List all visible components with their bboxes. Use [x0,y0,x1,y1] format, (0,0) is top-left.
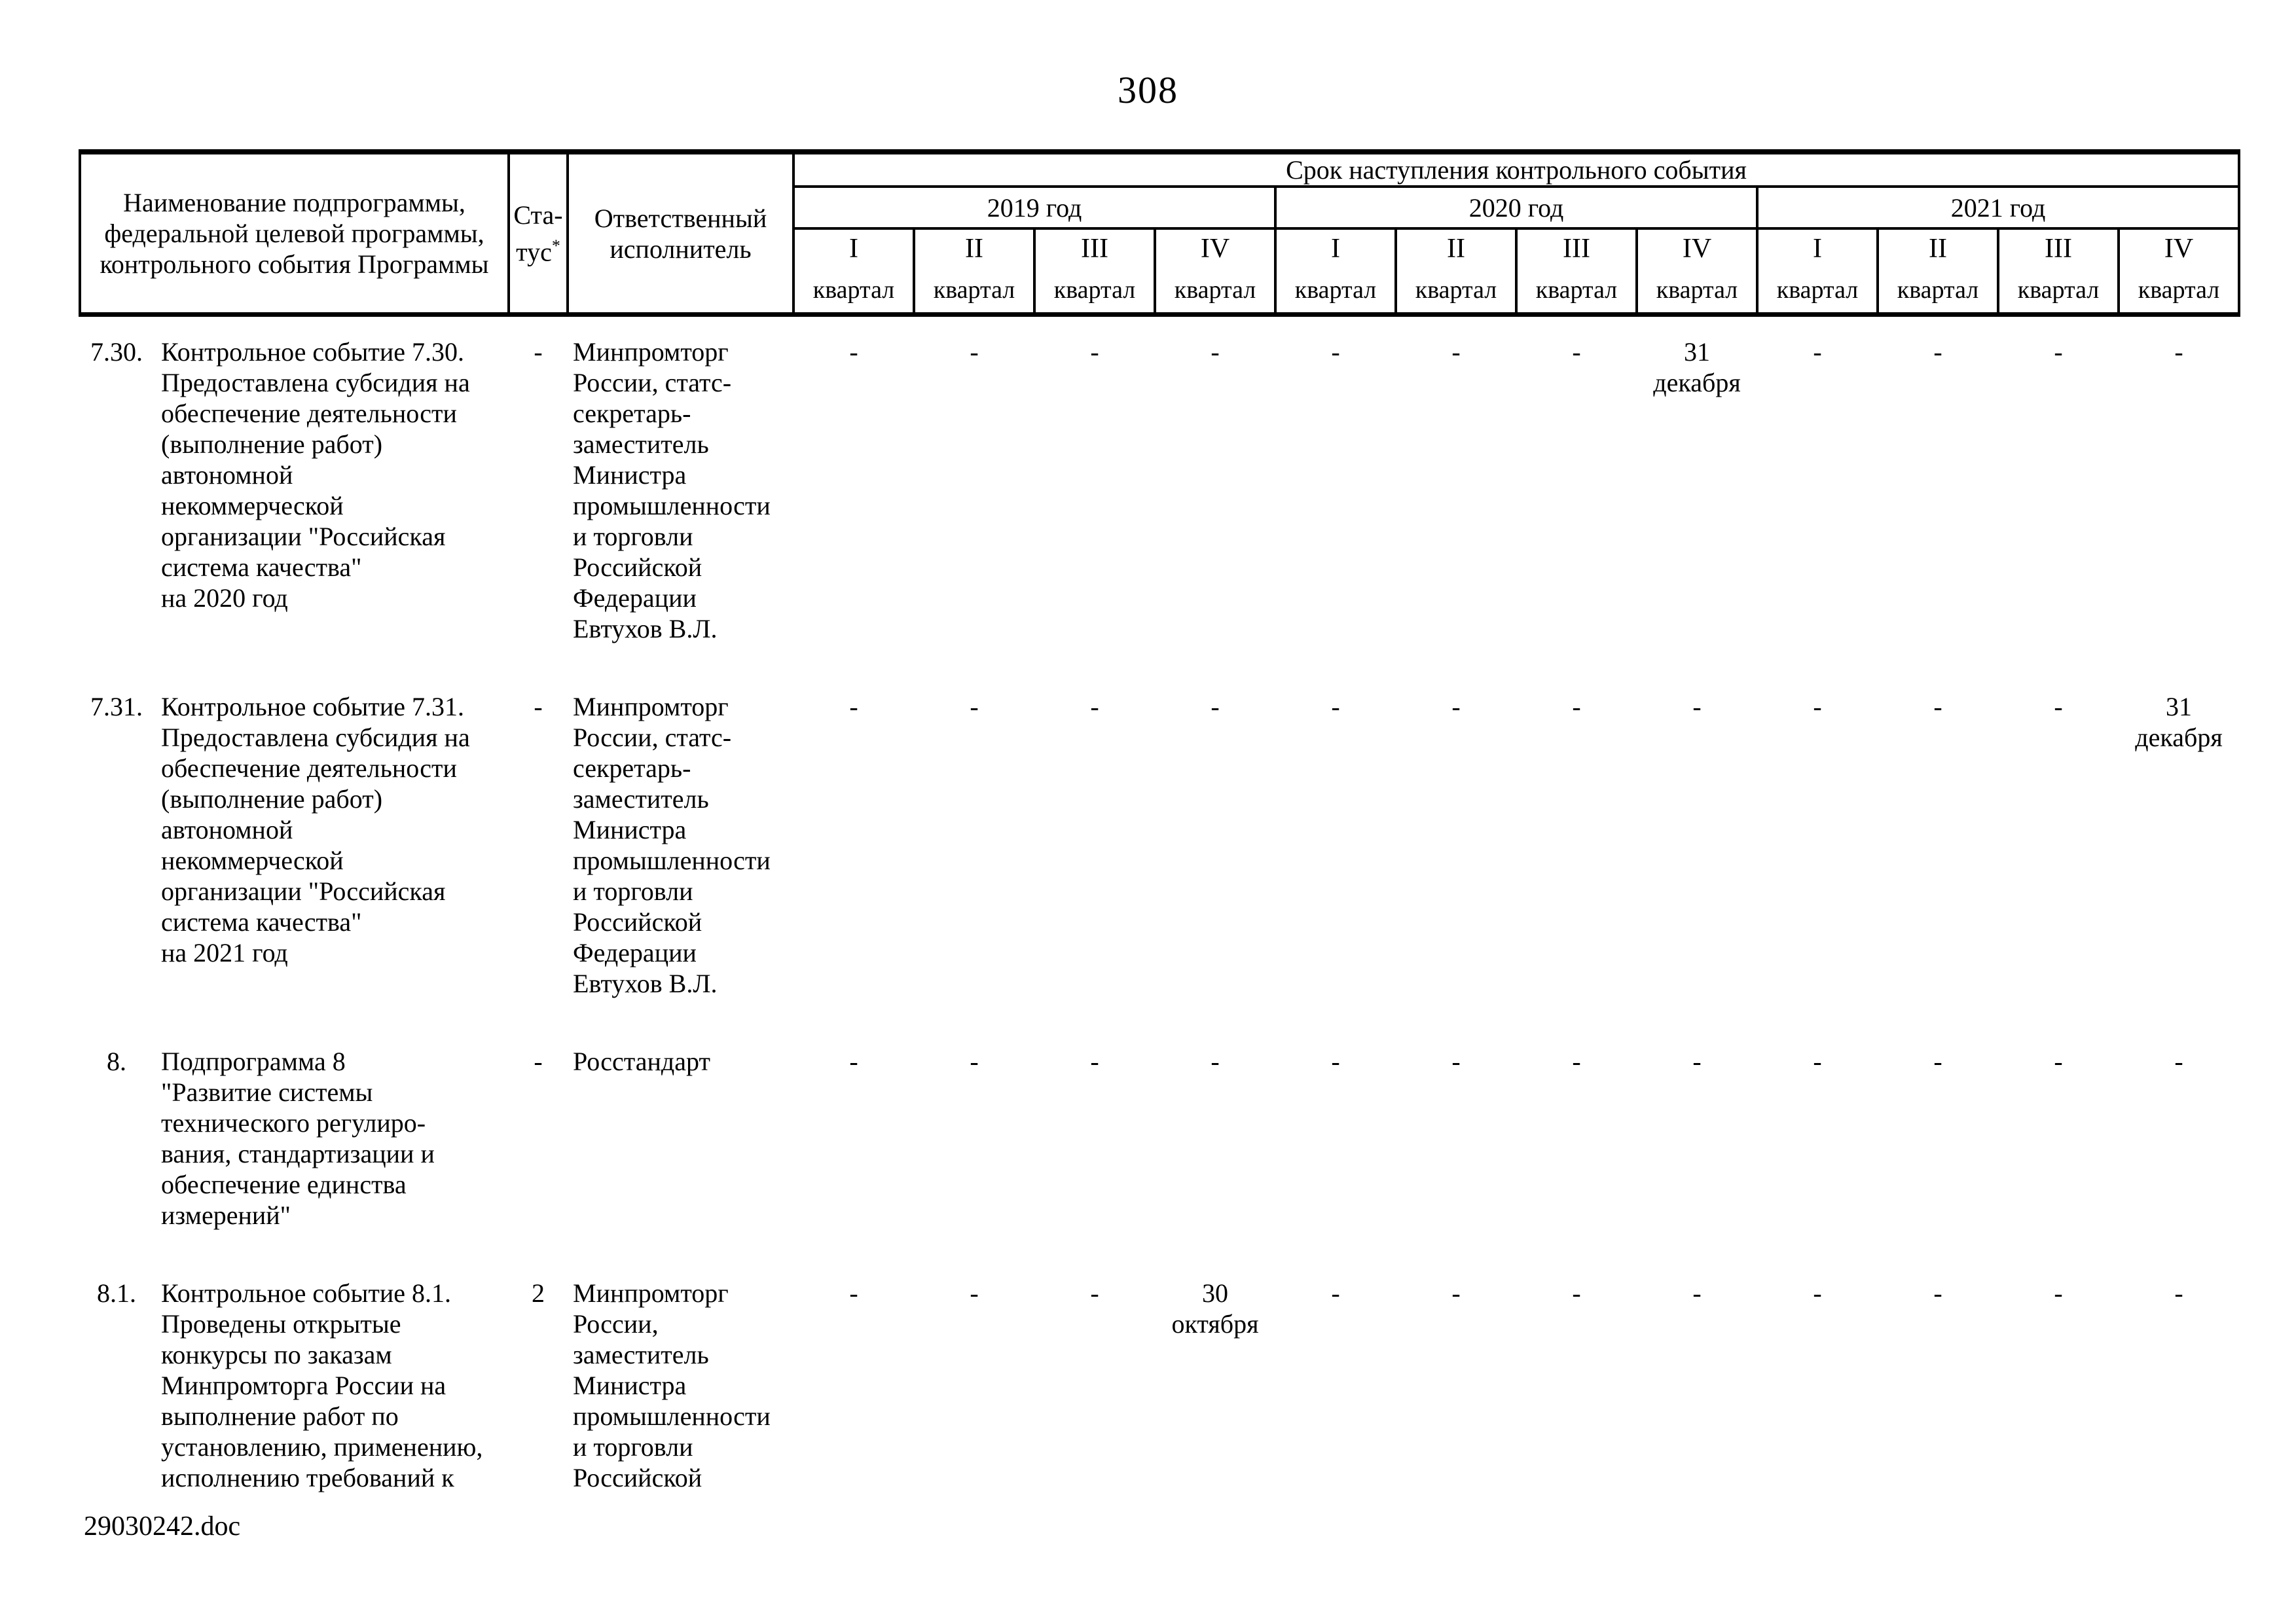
table-row: 7.31. Контрольное событие 7.31. Предоста… [80,672,2239,1026]
header-2020-q3: III квартал [1515,227,1638,317]
cell-2019-q3: - [1090,692,1099,721]
cell-2021-q2: - [1933,692,1942,721]
cell-executor: Минпромторг России, статс- секретарь- за… [573,337,771,643]
cell-2020-q3: - [1572,692,1581,721]
cell-2021-q4: - [2174,1047,2183,1076]
header-2019-q4: IV квартал [1154,227,1277,317]
milestones-table: Наименование подпрограммы, федеральной ц… [79,149,2241,1521]
cell-2020-q4: - [1692,1047,1702,1076]
milestone-name: Контрольное событие 7.30. Предоставлена … [161,337,470,613]
cell-2019-q1: - [849,692,858,721]
cell-2019-q1: - [849,1278,858,1308]
cell-status: - [534,1047,543,1076]
cell-2021-q3: - [2054,1278,2063,1308]
cell-2020-q3: - [1572,1278,1581,1308]
cell-2020-q2: - [1451,337,1461,367]
header-deadline: Срок наступления контрольного события [792,149,2241,188]
cell-2019-q2: - [970,337,979,367]
cell-2020-q2: - [1451,1278,1461,1308]
cell-2019-q3: - [1090,337,1099,367]
cell-name: 8.1. Контрольное событие 8.1. Проведены … [80,1258,509,1521]
cell-2020-q4: 31 декабря [1653,337,1741,397]
cell-2021-q4: - [2174,1278,2183,1308]
document-filename: 29030242.doc [84,1511,241,1542]
row-number: 8.1. [97,1278,136,1308]
cell-executor: Росстандарт [573,1047,710,1076]
milestone-name: Контрольное событие 8.1. Проведены откры… [161,1278,483,1492]
header-executor-column: Ответственный исполнитель [566,149,795,317]
cell-2020-q1: - [1331,692,1340,721]
header-name-column: Наименование подпрограммы, федеральной ц… [79,149,510,317]
cell-2019-q4: 30 октября [1171,1278,1259,1339]
cell-2021-q4: - [2174,337,2183,367]
cell-2019-q4: - [1211,337,1220,367]
header-2021-q4: IV квартал [2117,227,2241,317]
page-number: 308 [1118,69,1178,111]
table-row: 7.30. Контрольное событие 7.30. Предоста… [80,315,2239,672]
cell-2020-q2: - [1451,1047,1461,1076]
cell-status: 2 [532,1278,545,1308]
header-2019-q2: II квартал [913,227,1036,317]
cell-executor: Минпромторг России, статс- секретарь- за… [573,692,771,998]
cell-2021-q2: - [1933,1278,1942,1308]
header-2020-q2: II квартал [1394,227,1518,317]
cell-2021-q3: - [2054,1047,2063,1076]
row-number: 8. [107,1047,126,1076]
cell-2021-q2: - [1933,1047,1942,1076]
cell-2021-q1: - [1813,1278,1822,1308]
header-2021-q2: II квартал [1876,227,1999,317]
header-2019-q3: III квартал [1033,227,1156,317]
table-header: Наименование подпрограммы, федеральной ц… [79,149,2241,317]
cell-2019-q3: - [1090,1047,1099,1076]
header-status-line1: Ста- [513,200,563,230]
header-year-2020: 2020 год [1274,185,1758,230]
cell-2019-q4: - [1211,692,1220,721]
cell-name: 8. Подпрограмма 8 "Развитие системы техн… [80,1026,509,1258]
cell-2021-q1: - [1813,1047,1822,1076]
cell-2020-q3: - [1572,1047,1581,1076]
cell-name: 7.30. Контрольное событие 7.30. Предоста… [80,315,509,672]
table-row: 8.1. Контрольное событие 8.1. Проведены … [80,1258,2239,1521]
header-2020-q4: IV квартал [1635,227,1758,317]
row-number: 7.30. [90,337,143,367]
cell-status: - [534,337,543,367]
cell-2021-q3: - [2054,337,2063,367]
cell-2020-q4: - [1692,1278,1702,1308]
cell-2020-q3: - [1572,337,1581,367]
cell-status: - [534,692,543,721]
header-status-column: Ста- тус* [507,149,569,317]
cell-2019-q3: - [1090,1278,1099,1308]
subprogram-name: Подпрограмма 8 "Развитие системы техниче… [161,1047,435,1230]
row-number: 7.31. [90,692,143,721]
milestone-name: Контрольное событие 7.31. Предоставлена … [161,692,470,967]
table-row: 8. Подпрограмма 8 "Развитие системы техн… [80,1026,2239,1258]
cell-executor: Минпромторг России, заместитель Министра… [573,1278,771,1492]
cell-2019-q2: - [970,692,979,721]
cell-2021-q3: - [2054,692,2063,721]
cell-2021-q1: - [1813,692,1822,721]
cell-2019-q2: - [970,1047,979,1076]
cell-2020-q1: - [1331,1278,1340,1308]
cell-2021-q2: - [1933,337,1942,367]
cell-2019-q4: - [1211,1047,1220,1076]
cell-2020-q1: - [1331,337,1340,367]
header-year-2021: 2021 год [1755,185,2241,230]
cell-2019-q1: - [849,1047,858,1076]
cell-2020-q4: - [1692,692,1702,721]
cell-2021-q1: - [1813,337,1822,367]
cell-2019-q1: - [849,337,858,367]
status-footnote-asterisk: * [551,236,560,255]
cell-2019-q2: - [970,1278,979,1308]
cell-name: 7.31. Контрольное событие 7.31. Предоста… [80,672,509,1026]
cell-2020-q1: - [1331,1047,1340,1076]
header-status-line2: тус [516,237,552,267]
header-2021-q3: III квартал [1997,227,2120,317]
cell-2021-q4: 31 декабря [2135,692,2223,752]
cell-2020-q2: - [1451,692,1461,721]
header-year-2019: 2019 год [792,185,1277,230]
